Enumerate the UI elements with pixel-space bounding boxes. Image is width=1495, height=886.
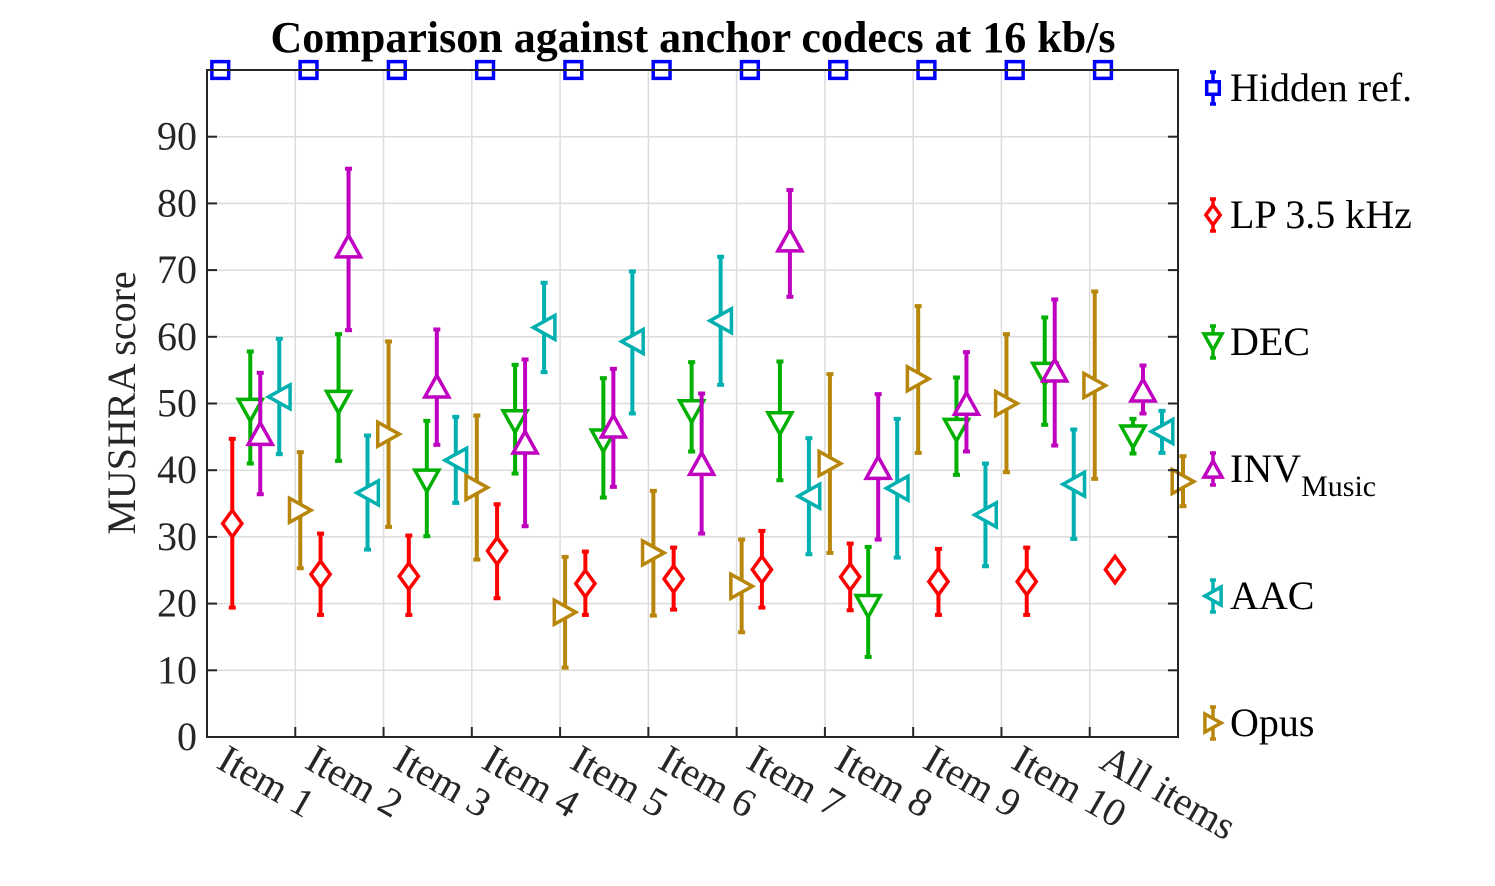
legend-label: AAC (1230, 573, 1314, 618)
data-point (441, 445, 469, 476)
data-point (926, 565, 951, 598)
data-point (817, 448, 845, 479)
data-point (993, 388, 1021, 419)
data-point (323, 389, 354, 417)
y-tick-label: 80 (157, 180, 197, 225)
legend-label: LP 3.5 kHz (1230, 192, 1412, 237)
data-point (421, 371, 452, 399)
data-point (838, 560, 862, 594)
data-point (764, 410, 795, 438)
data-point (1103, 553, 1127, 586)
legend: Hidden ref. LP 3.5 kHz DEC INVMusic AAC Opus (1201, 65, 1412, 745)
legend-item: Hidden ref. (1204, 65, 1412, 110)
y-axis-label: MUSHRA score (99, 271, 144, 534)
legend-item: AAC (1201, 573, 1314, 618)
data-point (1128, 375, 1158, 403)
data-point (375, 419, 403, 450)
legend-item: LP 3.5 kHz (1203, 192, 1412, 237)
legend-marker (1201, 584, 1223, 608)
data-point (500, 408, 531, 436)
data-point (411, 468, 442, 496)
data-point (863, 453, 894, 481)
y-tick-label: 40 (157, 447, 197, 492)
data-point (951, 389, 982, 417)
data-point (552, 597, 580, 628)
legend-label: DEC (1230, 319, 1310, 364)
data-point (640, 537, 668, 568)
data-point (1014, 565, 1039, 598)
legend-label: Hidden ref. (1230, 65, 1412, 110)
legend-marker (1203, 202, 1223, 228)
y-tick-label: 0 (177, 714, 197, 759)
data-point (853, 593, 884, 621)
data-point (729, 571, 757, 602)
series-triangle-up (245, 166, 1158, 542)
data-point (686, 449, 717, 477)
data-point (264, 381, 292, 412)
series-square (210, 59, 1114, 81)
legend-label: Opus (1230, 700, 1314, 745)
data-point (1082, 370, 1110, 401)
data-point (598, 411, 629, 439)
data-point (235, 397, 266, 425)
data-point (287, 495, 315, 526)
y-tick-label: 20 (157, 581, 197, 626)
marks-layer (210, 59, 1198, 670)
data-point (510, 427, 541, 455)
data-point (308, 558, 333, 591)
y-tick-label: 30 (157, 514, 197, 559)
data-point (794, 481, 822, 512)
data-point (1118, 424, 1148, 452)
data-point (617, 326, 645, 357)
data-point (774, 225, 805, 253)
y-tick-label: 60 (157, 314, 197, 359)
data-point (245, 419, 276, 447)
data-point (1147, 416, 1175, 447)
data-point (529, 312, 557, 343)
data-point (971, 499, 999, 530)
data-point (750, 553, 774, 586)
data-point (676, 398, 707, 426)
data-point (661, 562, 686, 596)
data-point (485, 534, 509, 568)
data-point (353, 477, 381, 508)
series-diamond (220, 436, 1127, 617)
legend-marker (1201, 332, 1225, 354)
legend-item: Opus (1203, 700, 1314, 745)
legend-marker (1204, 79, 1222, 97)
data-point (464, 472, 492, 503)
data-point (706, 305, 734, 336)
y-tick-label: 90 (157, 114, 197, 159)
legend-item: INVMusic (1201, 446, 1376, 503)
data-point (941, 417, 972, 445)
series-triangle-right (287, 289, 1198, 670)
data-point (573, 567, 598, 600)
series-triangle-left (264, 254, 1175, 569)
data-point (333, 231, 364, 259)
chart-title: Comparison against anchor codecs at 16 k… (270, 13, 1115, 62)
legend-marker (1201, 457, 1225, 479)
data-point (1059, 469, 1087, 500)
data-point (1039, 355, 1070, 383)
legend-item: DEC (1201, 319, 1310, 364)
data-point (397, 560, 421, 593)
data-point (882, 473, 910, 504)
legend-marker (1203, 711, 1225, 735)
data-point (905, 363, 933, 394)
legend-label: INVMusic (1230, 446, 1376, 503)
y-tick-label: 70 (157, 247, 197, 292)
y-tick-label: 10 (157, 647, 197, 692)
y-tick-label: 50 (157, 381, 197, 426)
data-point (220, 507, 245, 540)
